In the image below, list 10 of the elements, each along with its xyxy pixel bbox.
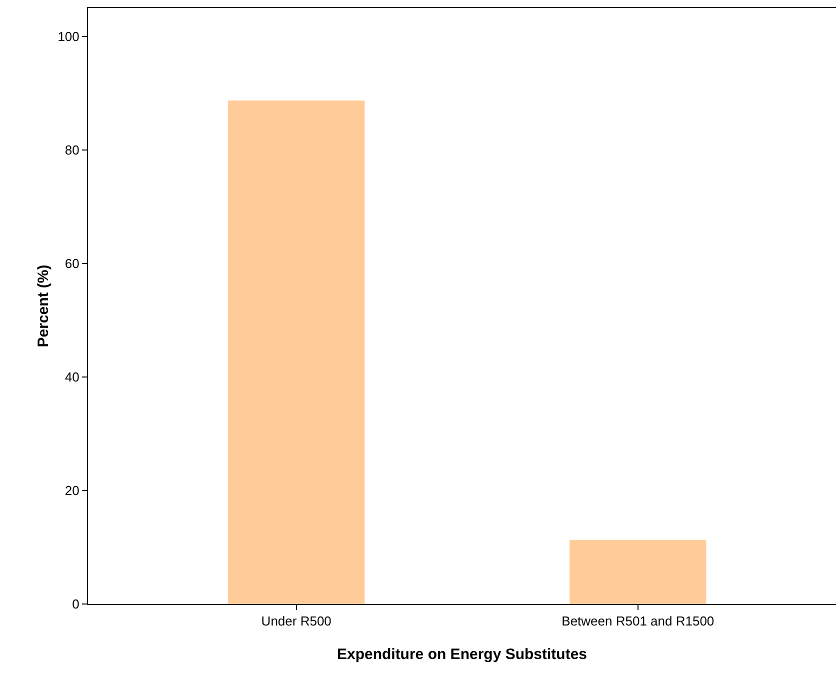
x-tick-label: Under R500	[261, 614, 332, 629]
y-tick-label: 0	[72, 596, 80, 612]
y-axis-title: Percent (%)	[35, 264, 52, 348]
x-tick-label: Between R501 and R1500	[562, 614, 714, 629]
y-tick-label: 60	[64, 256, 80, 271]
y-tick-label: 40	[64, 370, 80, 384]
y-tick-label: 80	[64, 142, 80, 158]
y-tick-label: 20	[64, 483, 80, 498]
y-tick-label: 100	[58, 28, 80, 44]
x-axis-title: Expenditure on Energy Substitutes	[336, 646, 588, 663]
